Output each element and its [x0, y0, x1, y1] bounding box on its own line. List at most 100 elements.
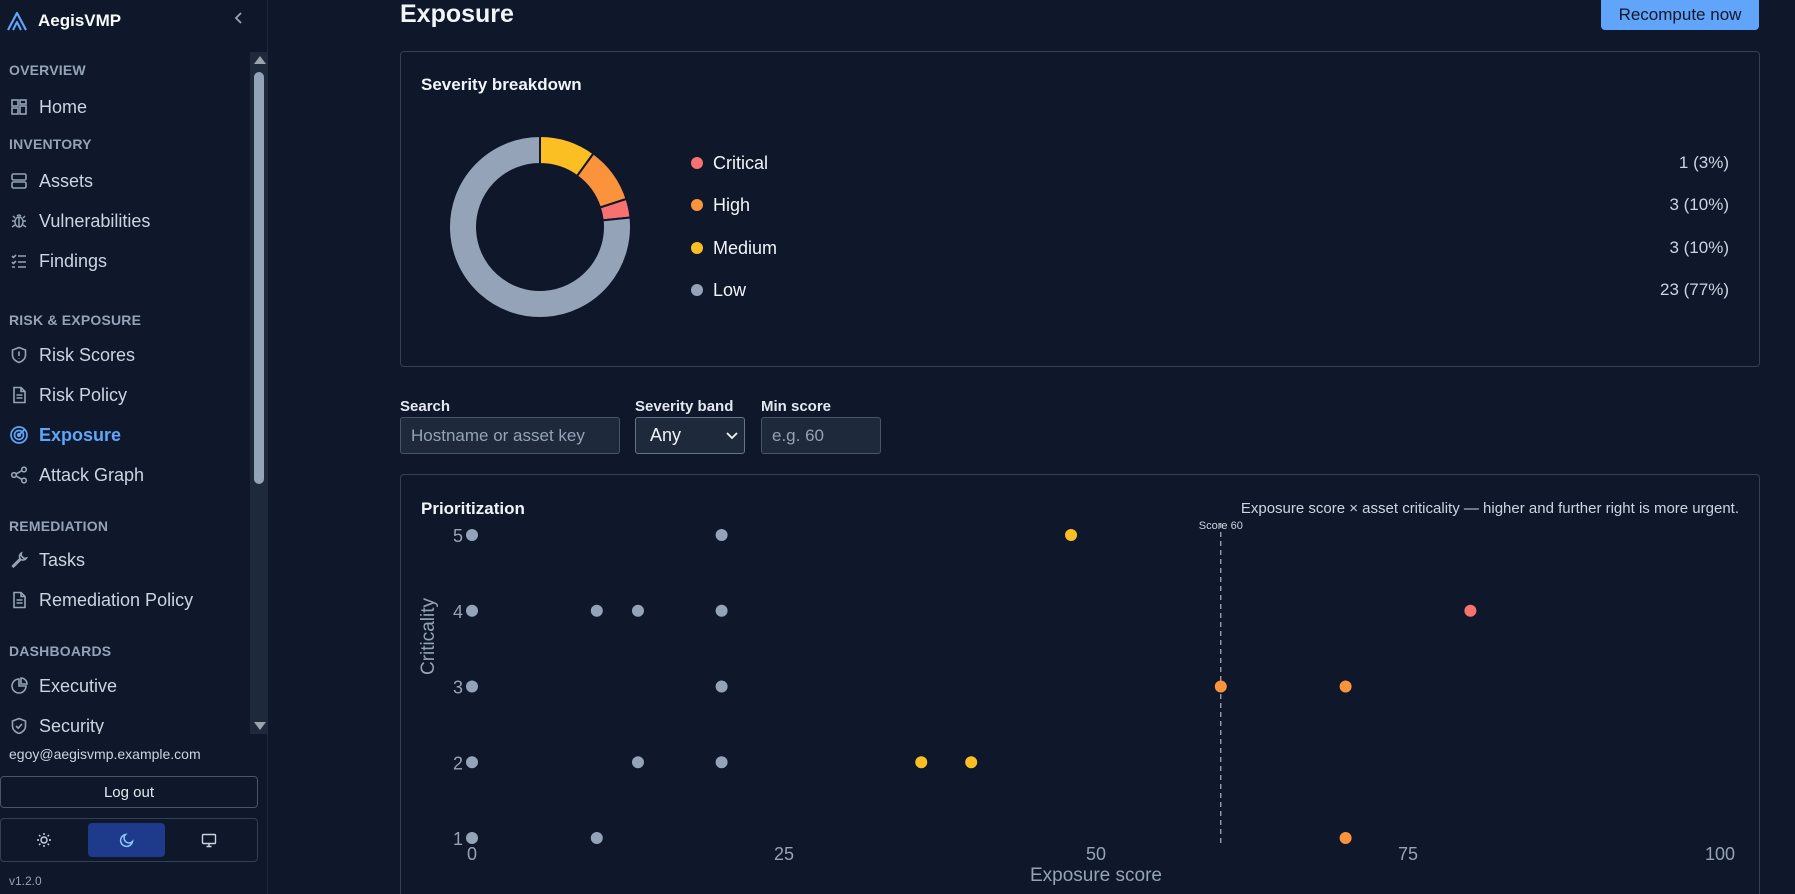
severity-band-value: Any	[650, 425, 682, 445]
scroll-down-icon[interactable]	[254, 722, 266, 730]
sidebar-item-label: Tasks	[39, 549, 86, 570]
scatter-point-low[interactable]	[466, 756, 478, 769]
x-axis-label: Exposure score	[1030, 865, 1162, 886]
y-axis-label: Criticality	[418, 597, 439, 675]
min-score-input[interactable]: e.g. 60	[761, 417, 881, 454]
sidebar: AegisVMP OVERVIEW Home INVENTORY Assets …	[0, 0, 268, 894]
sidebar-item-label: Risk Scores	[39, 344, 136, 365]
monitor-icon[interactable]	[170, 823, 248, 857]
document-icon	[9, 590, 29, 610]
nav-section-overview: OVERVIEW	[9, 62, 86, 78]
sidebar-item-exposure[interactable]: Exposure	[0, 418, 248, 452]
sidebar-item-remediation-policy[interactable]: Remediation Policy	[0, 583, 248, 617]
sidebar-scrollbar[interactable]	[250, 52, 268, 734]
scatter-point-low[interactable]	[466, 680, 478, 693]
x-tick-label: 50	[1086, 844, 1106, 864]
recompute-button[interactable]: Recompute now	[1601, 0, 1759, 30]
sidebar-item-tasks[interactable]: Tasks	[0, 543, 248, 577]
scatter-point-low[interactable]	[631, 756, 644, 769]
share-graph-icon	[9, 465, 29, 485]
sidebar-item-label: Assets	[39, 170, 94, 191]
chevron-down-icon	[726, 432, 738, 440]
scatter-point-low[interactable]	[631, 604, 644, 617]
y-tick-label: 1	[453, 829, 463, 849]
scatter-point-low[interactable]	[590, 604, 603, 617]
y-tick-label: 2	[453, 753, 463, 773]
search-input[interactable]: Hostname or asset key	[400, 417, 620, 454]
sidebar-item-findings[interactable]: Findings	[0, 244, 248, 278]
scatter-point-medium[interactable]	[965, 756, 978, 769]
sidebar-item-label: Executive	[39, 675, 118, 696]
radar-icon	[9, 425, 29, 445]
sidebar-item-label: Exposure	[39, 424, 122, 445]
scatter-point-low[interactable]	[466, 832, 478, 844]
pie-chart-icon	[9, 676, 29, 696]
severity-breakdown-card: Severity breakdown Critical 1 (3%) High …	[400, 51, 1760, 367]
legend-row-high: High 3 (10%)	[691, 193, 1729, 217]
scatter-point-critical[interactable]	[1464, 604, 1477, 617]
sidebar-item-label: Home	[39, 96, 88, 117]
donut-slice-low[interactable]	[448, 134, 632, 319]
brand-name: AegisVMP	[38, 11, 122, 30]
scroll-up-icon[interactable]	[254, 56, 266, 64]
chevron-left-icon[interactable]	[233, 9, 245, 30]
high-dot	[691, 199, 703, 211]
x-tick-label: 25	[774, 844, 794, 864]
sidebar-item-vulnerabilities[interactable]: Vulnerabilities	[0, 204, 248, 238]
y-tick-label: 3	[453, 678, 463, 698]
logout-button[interactable]: Log out	[0, 776, 258, 808]
scroll-thumb[interactable]	[254, 72, 264, 484]
scatter-point-low[interactable]	[590, 832, 603, 844]
scatter-point-low[interactable]	[466, 529, 478, 541]
sidebar-item-security[interactable]: Security	[0, 709, 248, 734]
sidebar-item-attack-graph[interactable]: Attack Graph	[0, 458, 248, 492]
nav-section-inventory: INVENTORY	[9, 136, 92, 152]
low-dot	[691, 284, 703, 296]
wrench-icon	[9, 550, 29, 570]
scatter-point-high[interactable]	[1214, 680, 1227, 693]
sidebar-item-executive[interactable]: Executive	[0, 669, 248, 703]
bug-icon	[9, 211, 29, 231]
threshold-label: Score 60	[1199, 520, 1243, 532]
sidebar-item-assets[interactable]: Assets	[0, 164, 248, 198]
scatter-point-medium[interactable]	[915, 756, 928, 769]
y-tick-label: 4	[453, 602, 463, 622]
page-title: Exposure	[400, 0, 514, 28]
scatter-point-medium[interactable]	[1065, 529, 1078, 541]
scatter-point-low[interactable]	[715, 529, 728, 541]
brand[interactable]: AegisVMP	[0, 0, 268, 42]
scatter-point-low[interactable]	[715, 604, 728, 617]
x-tick-label: 100	[1705, 844, 1735, 864]
legend-label: Medium	[713, 237, 778, 258]
severity-donut-chart	[448, 134, 632, 319]
severity-card-title: Severity breakdown	[421, 75, 582, 94]
checklist-icon	[9, 251, 29, 271]
scatter-point-low[interactable]	[466, 604, 478, 617]
sidebar-item-home[interactable]: Home	[0, 90, 248, 124]
sidebar-item-label: Attack Graph	[39, 464, 145, 485]
severity-band-select[interactable]: Any	[635, 417, 745, 454]
user-email: egoy@aegisvmp.example.com	[9, 746, 201, 762]
moon-icon[interactable]	[87, 823, 166, 857]
sidebar-item-label: Remediation Policy	[39, 589, 194, 610]
sidebar-item-risk-policy[interactable]: Risk Policy	[0, 378, 248, 412]
sidebar-item-label: Findings	[39, 250, 108, 271]
scatter-point-low[interactable]	[715, 680, 728, 693]
medium-dot	[691, 242, 703, 254]
sidebar-nav: OVERVIEW Home INVENTORY Assets Vulnerabi…	[0, 52, 248, 734]
legend-value: 1 (3%)	[1678, 153, 1729, 172]
critical-dot	[691, 157, 703, 169]
shield-alert-icon	[9, 345, 29, 365]
scatter-point-low[interactable]	[715, 756, 728, 769]
scatter-point-high[interactable]	[1339, 680, 1352, 693]
x-tick-label: 75	[1398, 844, 1418, 864]
sidebar-item-label: Vulnerabilities	[39, 210, 151, 231]
document-icon	[9, 385, 29, 405]
sidebar-item-risk-scores[interactable]: Risk Scores	[0, 338, 248, 372]
scatter-point-high[interactable]	[1339, 832, 1352, 844]
sun-icon[interactable]	[5, 823, 83, 857]
legend-row-medium: Medium 3 (10%)	[691, 236, 1729, 260]
x-tick-label: 0	[467, 844, 477, 864]
sidebar-item-label: Security	[39, 715, 105, 735]
